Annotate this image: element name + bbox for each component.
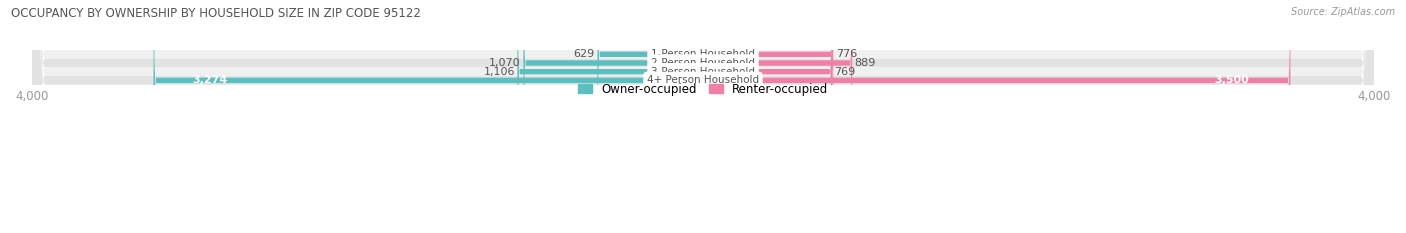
- FancyBboxPatch shape: [598, 0, 703, 182]
- Text: 2-Person Household: 2-Person Household: [651, 58, 755, 68]
- Text: 3,274: 3,274: [193, 75, 228, 85]
- FancyBboxPatch shape: [517, 0, 703, 199]
- Legend: Owner-occupied, Renter-occupied: Owner-occupied, Renter-occupied: [572, 78, 834, 100]
- Text: 776: 776: [835, 49, 858, 59]
- Text: 769: 769: [835, 67, 856, 77]
- Text: 889: 889: [855, 58, 876, 68]
- Text: 1-Person Household: 1-Person Household: [651, 49, 755, 59]
- FancyBboxPatch shape: [523, 0, 703, 191]
- Text: 1,070: 1,070: [489, 58, 520, 68]
- Text: 1,106: 1,106: [484, 67, 515, 77]
- FancyBboxPatch shape: [703, 0, 832, 199]
- Text: 3-Person Household: 3-Person Household: [651, 67, 755, 77]
- FancyBboxPatch shape: [32, 0, 1374, 233]
- FancyBboxPatch shape: [703, 0, 834, 182]
- Text: 629: 629: [574, 49, 595, 59]
- FancyBboxPatch shape: [32, 0, 1374, 233]
- Text: 4+ Person Household: 4+ Person Household: [647, 75, 759, 85]
- Text: OCCUPANCY BY OWNERSHIP BY HOUSEHOLD SIZE IN ZIP CODE 95122: OCCUPANCY BY OWNERSHIP BY HOUSEHOLD SIZE…: [11, 7, 422, 20]
- Text: Source: ZipAtlas.com: Source: ZipAtlas.com: [1291, 7, 1395, 17]
- FancyBboxPatch shape: [703, 0, 1291, 208]
- FancyBboxPatch shape: [703, 0, 852, 191]
- FancyBboxPatch shape: [32, 0, 1374, 233]
- Text: 3,500: 3,500: [1215, 75, 1250, 85]
- FancyBboxPatch shape: [153, 0, 703, 208]
- FancyBboxPatch shape: [32, 0, 1374, 233]
